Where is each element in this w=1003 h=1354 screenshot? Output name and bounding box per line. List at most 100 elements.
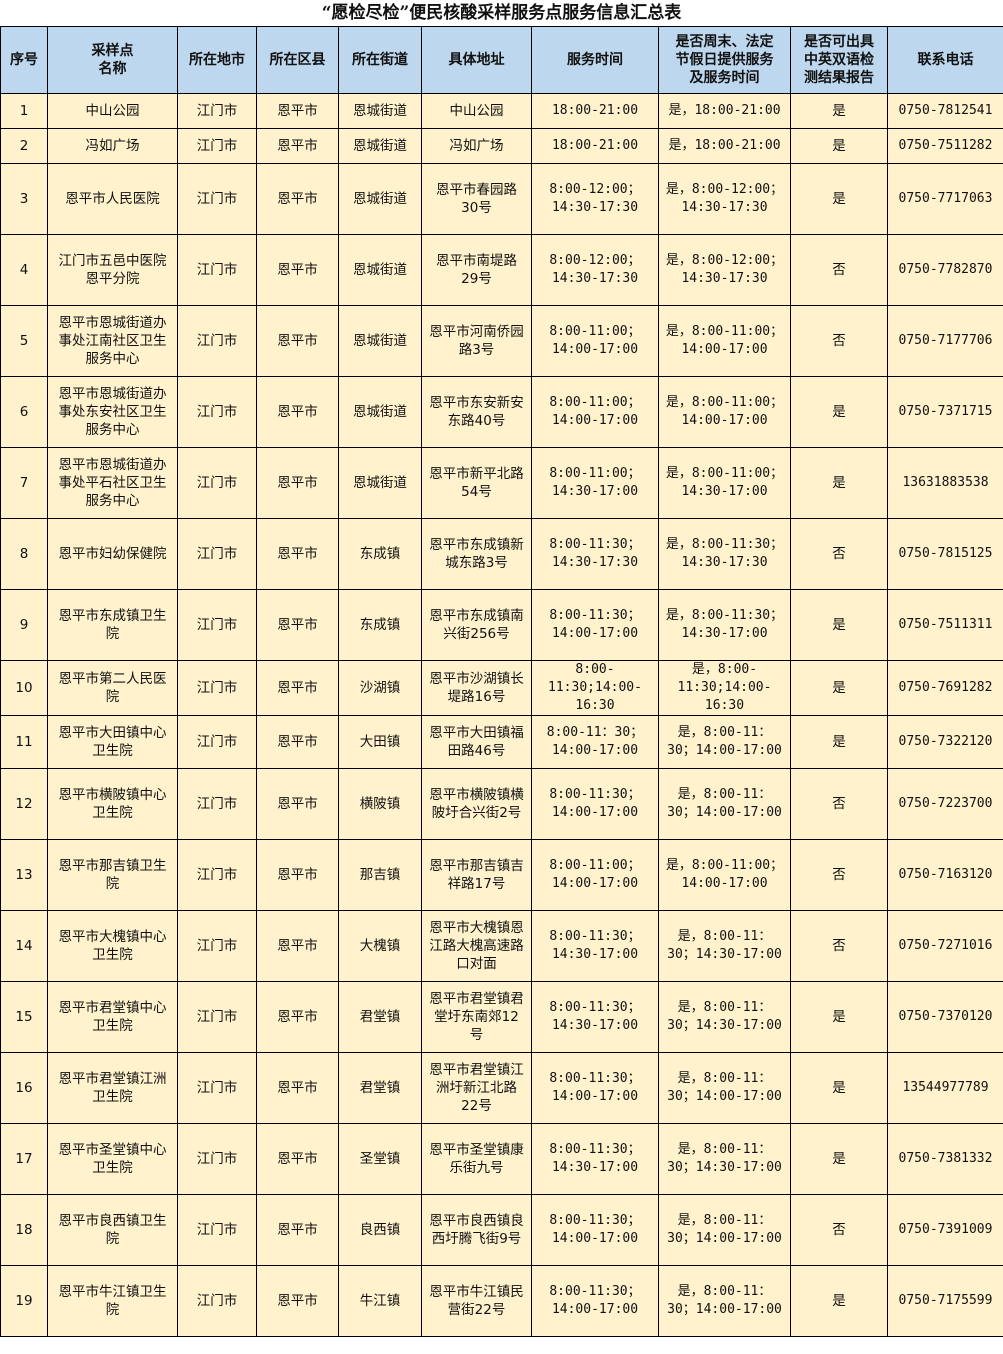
table-title: “愿检尽检”便民核酸采样服务点服务信息汇总表 (321, 3, 682, 23)
cell-phone: 13544977789 (887, 1052, 1003, 1124)
cell-address: 恩平市君堂镇君 堂圩东南郊12 号 (421, 981, 532, 1053)
cell-service-hours: 8:00-11:30； 14:00-17:00 (531, 768, 659, 840)
cell-address: 冯如广场 (421, 128, 532, 164)
cell-index: 8 (0, 518, 48, 590)
cell-phone: 0750-7177706 (887, 305, 1003, 377)
cell-holiday-service: 是，8:00-11： 30；14:00-17:00 (658, 1052, 791, 1124)
cell-city: 江门市 (177, 768, 257, 840)
cell-holiday-service: 是，8:00-11： 30；14:00-17:00 (658, 715, 791, 769)
cell-city: 江门市 (177, 93, 257, 129)
cell-index: 3 (0, 163, 48, 235)
header-service-hours: 服务时间 (531, 26, 659, 94)
cell-city: 江门市 (177, 234, 257, 306)
cell-service-hours: 8:00-11:30； 14:00-17:00 (531, 589, 659, 661)
cell-service-hours: 8:00-11:00； 14:30-17:00 (531, 447, 659, 519)
cell-city: 江门市 (177, 163, 257, 235)
cell-index: 17 (0, 1123, 48, 1195)
cell-bilingual-report: 否 (790, 518, 888, 590)
cell-index: 18 (0, 1194, 48, 1266)
cell-service-hours: 8:00-11:30； 14:30-17:00 (531, 1123, 659, 1195)
cell-street: 恩城街道 (338, 93, 422, 129)
cell-service-hours: 18:00-21:00 (531, 93, 659, 129)
cell-street: 恩城街道 (338, 305, 422, 377)
cell-holiday-service: 是，8:00-11： 30；14:30-17:00 (658, 981, 791, 1053)
header-district: 所在区县 (256, 26, 339, 94)
cell-city: 江门市 (177, 128, 257, 164)
cell-bilingual-report: 是 (790, 447, 888, 519)
header-city: 所在地市 (177, 26, 257, 94)
cell-site-name: 恩平市恩城街道办 事处江南社区卫生 服务中心 (47, 305, 178, 377)
cell-service-hours: 8:00-11:00； 14:00-17:00 (531, 305, 659, 377)
service-points-table: 序号 采样点 名称 所在地市 所在区县 所在街道 具体地址 服务时间 是否周末、法定 节假日提… (0, 26, 1003, 1337)
cell-index: 10 (0, 660, 48, 716)
cell-city: 江门市 (177, 660, 257, 716)
cell-site-name: 恩平市牛江镇卫生 院 (47, 1265, 178, 1337)
cell-street: 君堂镇 (338, 1052, 422, 1124)
cell-index: 13 (0, 839, 48, 911)
cell-phone: 0750-7391009 (887, 1194, 1003, 1266)
cell-bilingual-report: 否 (790, 234, 888, 306)
cell-holiday-service: 是，8:00-11： 30；14:30-17:00 (658, 910, 791, 982)
cell-holiday-service: 是，8:00-12:00； 14:30-17:30 (658, 163, 791, 235)
cell-index: 14 (0, 910, 48, 982)
table-row: 18 恩平市良西镇卫生 院江门市 恩平市 良西镇 恩平市良西镇良 西圩腾飞街9号 8:00… (0, 1194, 1003, 1266)
cell-service-hours: 8:00-12:00； 14:30-17:30 (531, 163, 659, 235)
cell-bilingual-report: 是 (790, 981, 888, 1053)
cell-service-hours: 8:00-11:30； 14:30-17:00 (531, 981, 659, 1053)
cell-street: 横陂镇 (338, 768, 422, 840)
cell-index: 6 (0, 376, 48, 448)
cell-index: 12 (0, 768, 48, 840)
cell-bilingual-report: 否 (790, 1194, 888, 1266)
cell-site-name: 恩平市人民医院 (47, 163, 178, 235)
table-row: 11 恩平市大田镇中心 卫生院 江门市 恩平市 大田镇 恩平市大田镇福 田路46号 8:00… (0, 715, 1003, 769)
cell-city: 江门市 (177, 589, 257, 661)
table-row: 17 恩平市圣堂镇中心 卫生院 江门市 恩平市 圣堂镇 恩平市圣堂镇康 乐街九号 8:00-… (0, 1123, 1003, 1195)
table-row: 3 恩平市人民医院 江门市 恩平市 恩城街道 恩平市春园路 30号 8:00-12:00； … (0, 163, 1003, 235)
cell-street: 大田镇 (338, 715, 422, 769)
cell-address: 恩平市河南侨园 路3号 (421, 305, 532, 377)
table-row: 10 恩平市第二人民医 院江门市 恩平市 沙湖镇 恩平市沙湖镇长 堤路16号 8:00- … (0, 660, 1003, 716)
cell-holiday-service: 是，8:00-11： 30；14:00-17:00 (658, 1194, 791, 1266)
table-row: 19 恩平市牛江镇卫生 院江门市 恩平市 牛江镇 恩平市牛江镇民 营街22号 8:00-1… (0, 1265, 1003, 1337)
cell-service-hours: 8:00-11:30； 14:00-17:00 (531, 1052, 659, 1124)
table-row: 7 恩平市恩城街道办 事处平石社区卫生 服务中心 江门市 恩平市 恩城街道 恩平市新平北路… (0, 447, 1003, 519)
cell-service-hours: 8:00-11：30； 14:00-17:00 (531, 715, 659, 769)
cell-city: 江门市 (177, 518, 257, 590)
cell-district: 恩平市 (256, 910, 339, 982)
cell-service-hours: 8:00-11:30； 14:30-17:00 (531, 910, 659, 982)
cell-district: 恩平市 (256, 447, 339, 519)
cell-district: 恩平市 (256, 660, 339, 716)
cell-city: 江门市 (177, 1194, 257, 1266)
cell-holiday-service: 是，18:00-21:00 (658, 93, 791, 129)
cell-city: 江门市 (177, 839, 257, 911)
cell-service-hours: 18:00-21:00 (531, 128, 659, 164)
cell-site-name: 恩平市君堂镇江洲 卫生院 (47, 1052, 178, 1124)
cell-city: 江门市 (177, 1052, 257, 1124)
cell-city: 江门市 (177, 910, 257, 982)
cell-bilingual-report: 是 (790, 1052, 888, 1124)
cell-service-hours: 8:00-11:00； 14:00-17:00 (531, 839, 659, 911)
cell-holiday-service: 是，8:00-11:00； 14:00-17:00 (658, 376, 791, 448)
cell-site-name: 恩平市第二人民医 院 (47, 660, 178, 716)
cell-bilingual-report: 是 (790, 660, 888, 716)
cell-holiday-service: 是，8:00-11:30； 14:30-17:30 (658, 518, 791, 590)
cell-phone: 13631883538 (887, 447, 1003, 519)
cell-phone: 0750-7511311 (887, 589, 1003, 661)
cell-street: 恩城街道 (338, 376, 422, 448)
cell-city: 江门市 (177, 376, 257, 448)
cell-district: 恩平市 (256, 128, 339, 164)
cell-phone: 0750-7322120 (887, 715, 1003, 769)
cell-bilingual-report: 否 (790, 768, 888, 840)
table-row: 8 恩平市妇幼保健院 江门市 恩平市 东成镇 恩平市东成镇新 城东路3号 8:00-11:3… (0, 518, 1003, 590)
cell-site-name: 恩平市大槐镇中心 卫生院 (47, 910, 178, 982)
cell-address: 中山公园 (421, 93, 532, 129)
cell-address: 恩平市新平北路 54号 (421, 447, 532, 519)
cell-holiday-service: 是，8:00-12:00； 14:30-17:30 (658, 234, 791, 306)
cell-city: 江门市 (177, 447, 257, 519)
cell-holiday-service: 是，8:00-11： 30；14:30-17:00 (658, 1123, 791, 1195)
table-row: 13 恩平市那吉镇卫生 院江门市 恩平市 那吉镇 恩平市那吉镇吉 祥路17号 8:00-1… (0, 839, 1003, 911)
cell-city: 江门市 (177, 1123, 257, 1195)
cell-bilingual-report: 是 (790, 589, 888, 661)
cell-service-hours: 8:00-11:30； 14:00-17:00 (531, 1194, 659, 1266)
cell-service-hours: 8:00-11:30； 14:00-17:00 (531, 1265, 659, 1337)
